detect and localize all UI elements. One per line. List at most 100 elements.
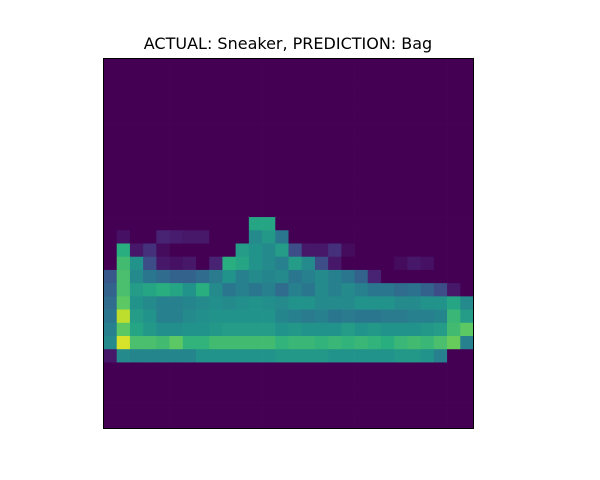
heatmap-cell xyxy=(129,203,144,218)
heatmap-cell xyxy=(367,164,382,178)
heatmap-cell xyxy=(460,71,474,86)
heatmap-cell xyxy=(156,362,170,376)
heatmap-cell xyxy=(288,415,303,429)
heatmap-cell xyxy=(367,402,382,416)
heatmap-cell xyxy=(394,336,408,350)
heatmap-cell xyxy=(367,58,382,73)
heatmap-cell xyxy=(156,388,170,403)
heatmap-cell xyxy=(182,124,197,139)
heatmap-cell xyxy=(143,177,157,191)
heatmap-cell xyxy=(328,98,342,112)
heatmap-cell xyxy=(354,190,369,205)
heatmap-cell xyxy=(196,349,210,363)
heatmap-cell xyxy=(314,151,329,165)
heatmap-cell xyxy=(222,164,236,178)
heatmap-cell xyxy=(182,402,197,416)
heatmap-cell xyxy=(169,151,184,165)
heatmap-cell xyxy=(328,243,342,258)
heatmap-cell xyxy=(367,269,382,284)
heatmap-cell xyxy=(367,415,382,429)
heatmap-cell xyxy=(301,84,316,99)
heatmap-cell xyxy=(288,190,303,205)
heatmap-cell xyxy=(222,98,236,112)
heatmap-cell xyxy=(182,190,197,205)
heatmap-cell xyxy=(143,336,157,350)
heatmap-cell xyxy=(301,230,316,244)
heatmap-cell xyxy=(156,349,170,363)
heatmap-cell xyxy=(301,256,316,271)
heatmap-cell xyxy=(235,164,250,178)
heatmap-cell xyxy=(381,111,395,125)
heatmap-cell xyxy=(103,84,118,99)
heatmap-cell xyxy=(420,217,435,231)
heatmap-cell xyxy=(143,269,157,284)
heatmap-cell xyxy=(103,415,118,429)
heatmap-cell xyxy=(314,58,329,73)
heatmap-cell xyxy=(354,217,369,231)
heatmap-cell xyxy=(209,111,223,125)
heatmap-cell xyxy=(341,71,355,86)
heatmap-cell xyxy=(222,296,236,310)
heatmap-cell xyxy=(301,137,316,152)
heatmap-cell xyxy=(460,243,474,258)
heatmap-cell xyxy=(262,243,276,258)
heatmap-cell xyxy=(301,203,316,218)
heatmap-cell xyxy=(129,402,144,416)
heatmap-cell xyxy=(262,296,276,310)
heatmap-cell xyxy=(248,190,263,205)
heatmap-cell xyxy=(407,402,421,416)
heatmap-cell xyxy=(156,309,170,324)
heatmap-cell xyxy=(235,256,250,271)
heatmap-cell xyxy=(301,151,316,165)
heatmap-cell xyxy=(156,322,170,337)
heatmap-cell xyxy=(288,230,303,244)
heatmap-cell xyxy=(341,349,355,363)
heatmap-cell xyxy=(248,349,263,363)
heatmap-cell xyxy=(209,415,223,429)
heatmap-cell xyxy=(328,84,342,99)
heatmap-cell xyxy=(248,164,263,178)
heatmap-cell xyxy=(248,71,263,86)
heatmap-cell xyxy=(301,111,316,125)
heatmap-cell xyxy=(156,269,170,284)
heatmap-cell xyxy=(103,256,118,271)
heatmap-cell xyxy=(275,322,289,337)
heatmap-cell xyxy=(143,415,157,429)
heatmap-cell xyxy=(301,164,316,178)
heatmap-cell xyxy=(129,164,144,178)
heatmap-cell xyxy=(196,283,210,297)
heatmap-cell xyxy=(420,137,435,152)
heatmap-cell xyxy=(222,84,236,99)
heatmap-cell xyxy=(420,230,435,244)
heatmap-cell xyxy=(235,71,250,86)
heatmap-cell xyxy=(367,375,382,390)
heatmap-cell xyxy=(328,111,342,125)
heatmap-cell xyxy=(116,269,131,284)
heatmap-cell xyxy=(341,336,355,350)
heatmap-cell xyxy=(262,269,276,284)
heatmap-cell xyxy=(367,84,382,99)
heatmap-cell xyxy=(116,415,131,429)
heatmap-cell xyxy=(196,177,210,191)
heatmap-cell xyxy=(381,256,395,271)
heatmap-cell xyxy=(447,375,461,390)
heatmap-cell xyxy=(354,402,369,416)
heatmap-cell xyxy=(420,296,435,310)
heatmap-cell xyxy=(196,98,210,112)
heatmap-cell xyxy=(407,190,421,205)
heatmap-cell xyxy=(314,375,329,390)
heatmap-cell xyxy=(116,349,131,363)
heatmap-cell xyxy=(248,375,263,390)
heatmap-cell xyxy=(156,71,170,86)
heatmap-cell xyxy=(156,151,170,165)
heatmap-cell xyxy=(248,283,263,297)
heatmap-cell xyxy=(143,402,157,416)
heatmap-cell xyxy=(420,124,435,139)
heatmap-cell xyxy=(182,84,197,99)
heatmap-cell xyxy=(143,124,157,139)
heatmap-cell xyxy=(328,124,342,139)
heatmap-cell xyxy=(275,230,289,244)
heatmap-cell xyxy=(156,111,170,125)
heatmap-cell xyxy=(248,111,263,125)
heatmap-cell xyxy=(328,388,342,403)
